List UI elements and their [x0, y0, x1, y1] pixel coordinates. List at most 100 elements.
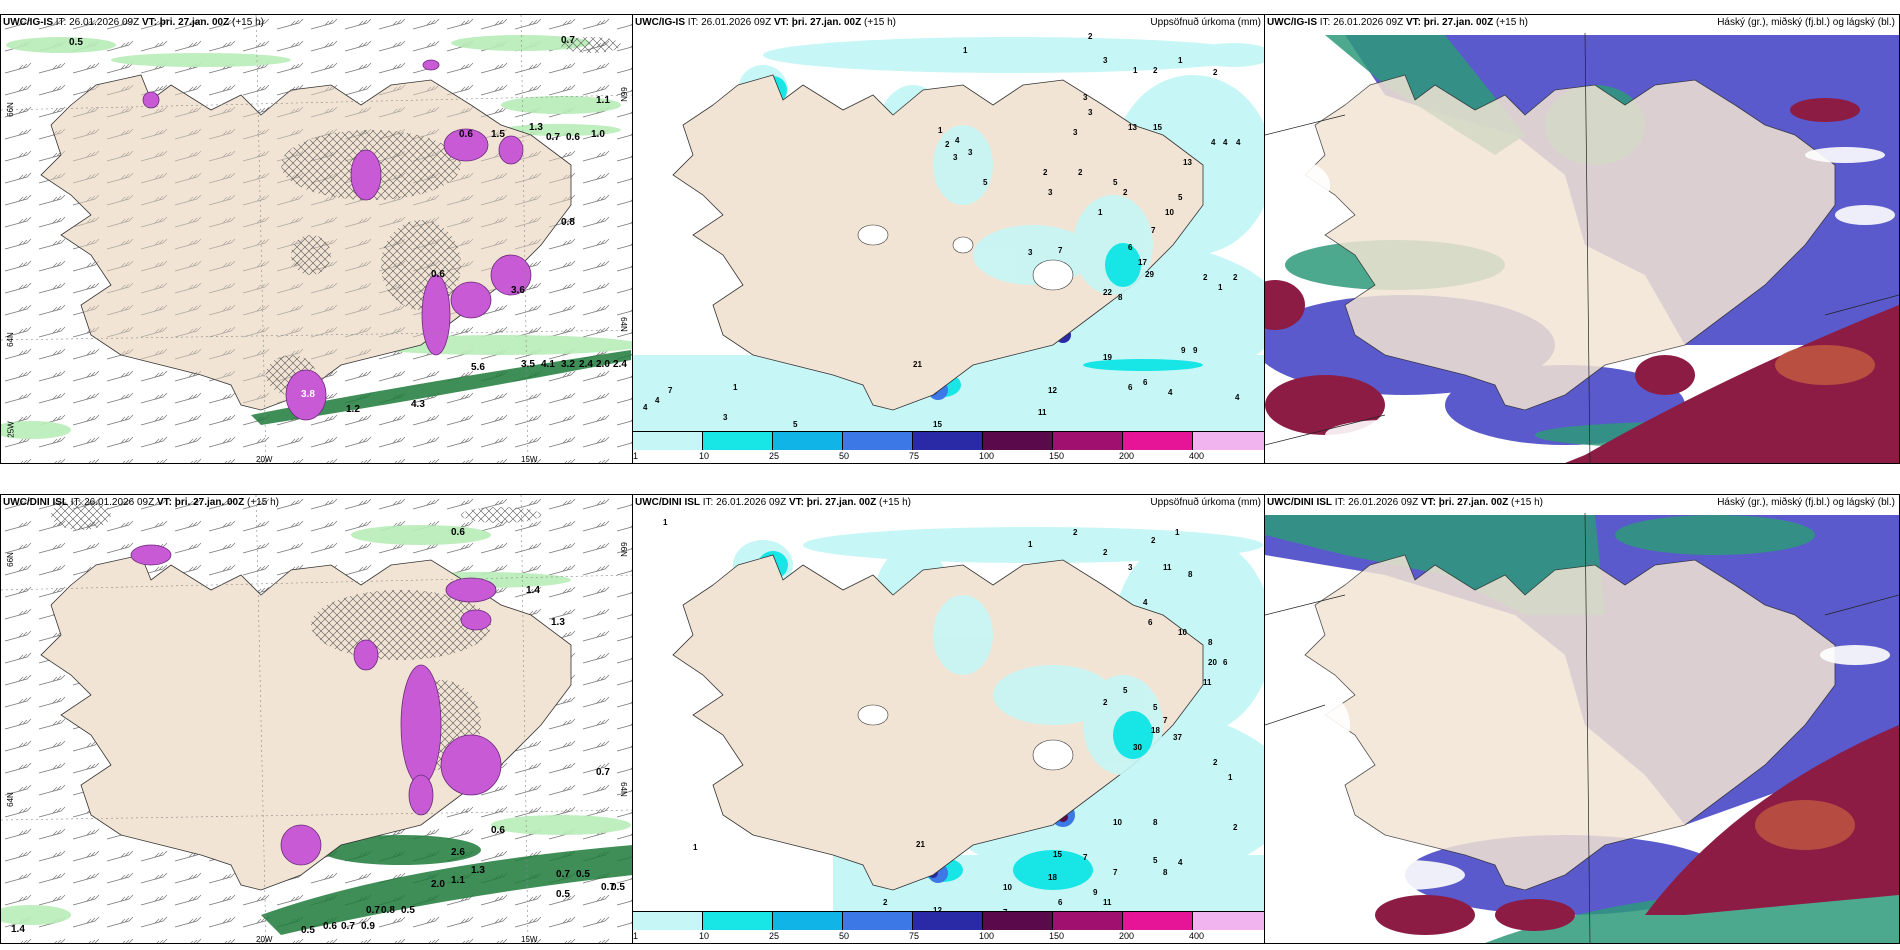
value-label: 2.0: [596, 359, 610, 370]
value-label: 5: [1153, 703, 1158, 712]
value-label: 9: [1093, 888, 1098, 897]
colorbar-segment: 1: [633, 432, 703, 461]
value-label: 4: [1143, 598, 1148, 607]
value-label: 0.8: [381, 905, 395, 916]
value-label: 21: [916, 840, 925, 849]
lat-label: 64N: [5, 792, 15, 807]
value-label: 3: [953, 153, 958, 162]
panel-right-title: Uppsöfnuð úrkoma (mm): [1150, 497, 1261, 508]
value-label: 3.2: [561, 359, 575, 370]
precip-colorbar: 1 10 25 50 75 100 150 200 400: [633, 911, 1265, 941]
value-label: 4: [1178, 858, 1183, 867]
value-label: 0.5: [69, 37, 83, 48]
value-label: 30: [1133, 743, 1142, 752]
value-label: 2: [945, 140, 950, 149]
value-label: 18: [1048, 873, 1057, 882]
value-label: 0.6: [491, 825, 505, 836]
value-label: 8: [1163, 868, 1168, 877]
panel-bottom-left-map: UWC/DINI ISL IT: 26.01.2026 09Z VT: þri.…: [0, 494, 634, 944]
value-label: 4: [1211, 138, 1216, 147]
colorbar-segment: 10: [699, 432, 773, 461]
colorbar-segment: 25: [769, 912, 843, 941]
precip-map: 1 2 2 2 1 3 11 8 4 6 10 8 20 6 11 5 2 5 …: [633, 495, 1265, 943]
value-label: 3: [1073, 128, 1078, 137]
panel-right-title: Uppsöfnuð úrkoma (mm): [1150, 17, 1261, 28]
value-label: 3: [1028, 248, 1033, 257]
value-label: 5.6: [471, 362, 485, 373]
panel-title: UWC/DINI ISL IT: 26.01.2026 09Z VT: þri.…: [1267, 497, 1543, 508]
value-label: 22: [1103, 288, 1112, 297]
lat-label: 66N: [5, 552, 15, 567]
value-label: 0.5: [301, 925, 315, 936]
value-label: 6: [1223, 658, 1228, 667]
value-label: 1: [733, 383, 738, 392]
value-label: 1.1: [596, 95, 610, 106]
value-label: 37: [1173, 733, 1182, 742]
value-label: 2.4: [613, 359, 627, 370]
value-label: 0.6: [566, 132, 580, 143]
colorbar-segment: 150: [1049, 432, 1123, 461]
value-label: 29: [1145, 270, 1154, 279]
value-label: 1.3: [551, 617, 565, 628]
value-label: 6: [1058, 898, 1063, 907]
value-label: 2: [1151, 536, 1156, 545]
value-label: 13: [1183, 158, 1192, 167]
value-label: 2: [1103, 548, 1108, 557]
value-label: 0.6: [451, 527, 465, 538]
value-label: 1: [963, 46, 968, 55]
cloud-map: [1265, 32, 1899, 463]
value-label: 2.0: [431, 879, 445, 890]
panel-title: UWC/IG-IS IT: 26.01.2026 09Z VT: þri. 27…: [635, 17, 896, 28]
value-label: 10: [1003, 883, 1012, 892]
precip-colorbar: 1 10 25 50 75 100 150 200 400: [633, 431, 1265, 461]
value-label: 15: [1053, 850, 1062, 859]
value-label: 0.9: [361, 921, 375, 932]
value-label: 11: [1038, 408, 1047, 417]
value-label: 0.6: [459, 129, 473, 140]
colorbar-segment: 100: [979, 432, 1053, 461]
value-label: 8: [1153, 818, 1158, 827]
panel-right-title: Háský (gr.), miðský (fj.bl.) og lágský (…: [1717, 17, 1895, 28]
value-label: 1: [1133, 66, 1138, 75]
colorbar-segment: 10: [699, 912, 773, 941]
value-label: 7: [1113, 868, 1118, 877]
value-label: 1: [1178, 56, 1183, 65]
wind-snow-map: 0.5 0.7 1.1 0.6 1.5 1.3 0.7 0.6 1.0 0.8 …: [1, 15, 633, 463]
lon-label: 25W: [6, 421, 16, 438]
cloud-map: [1265, 512, 1899, 943]
value-label: 3: [1103, 56, 1108, 65]
value-label: 4: [955, 136, 960, 145]
value-label: 1.3: [529, 122, 543, 133]
value-label: 2: [1213, 68, 1218, 77]
value-label: 2: [1078, 168, 1083, 177]
value-label: 2: [1233, 823, 1238, 832]
value-label: 0.7: [366, 905, 380, 916]
panel-title: UWC/IG-IS IT: 26.01.2026 09Z VT: þri. 27…: [3, 17, 264, 28]
value-label: 4: [655, 396, 660, 405]
panel-bottom-mid-map: UWC/DINI ISL IT: 26.01.2026 09Z VT: þri.…: [632, 494, 1266, 944]
value-label: 7: [1058, 246, 1063, 255]
value-label: 4: [1235, 393, 1240, 402]
value-label: 6: [1128, 243, 1133, 252]
value-label: 1: [663, 518, 668, 527]
lat-label: 66N: [5, 102, 15, 117]
lat-label: 64N: [5, 332, 15, 347]
lon-label: 15W: [521, 935, 538, 944]
value-label: 6: [1148, 618, 1153, 627]
value-label: 2.6: [451, 847, 465, 858]
value-label: 1.4: [11, 924, 25, 935]
value-label: 1: [1218, 283, 1223, 292]
colorbar-segment: 75: [909, 912, 983, 941]
value-label: 1.1: [451, 875, 465, 886]
value-label: 1.0: [591, 129, 605, 140]
value-label: 5: [1123, 686, 1128, 695]
value-label: 15: [933, 420, 942, 429]
lat-label: 66N: [618, 87, 628, 102]
value-label: 4.1: [541, 359, 555, 370]
colorbar-segment: 200: [1119, 432, 1193, 461]
value-label: 18: [1151, 726, 1160, 735]
panel-title: UWC/DINI ISL IT: 26.01.2026 09Z VT: þri.…: [635, 497, 911, 508]
value-label: 7: [1151, 226, 1156, 235]
panel-top-mid-map: UWC/IG-IS IT: 26.01.2026 09Z VT: þri. 27…: [632, 14, 1266, 464]
value-label: 10: [1113, 818, 1122, 827]
